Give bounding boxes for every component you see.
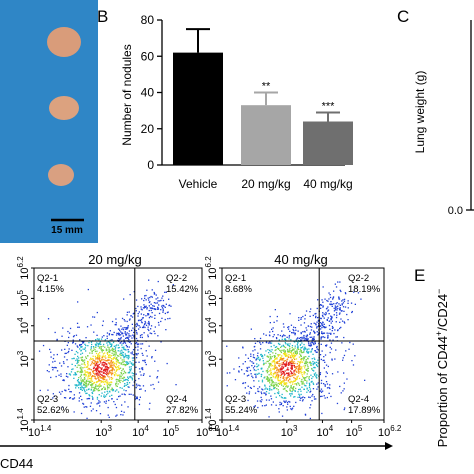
quadrant-percentage: 52.62% xyxy=(37,405,70,416)
flow-x-tick-label: 106.2 xyxy=(378,424,402,439)
quadrant-percentage: 15.42% xyxy=(166,284,199,295)
quadrant-name: Q2-1 xyxy=(37,273,58,284)
panel-b-y-tick-label: 60 xyxy=(141,49,155,63)
quadrant-percentage: 4.15% xyxy=(37,284,64,295)
flow-x-tick-label: 105 xyxy=(346,424,363,439)
flow-plot-20mgkg: 20 mg/kg Q2-14.15% Q2-215.42% Q2-352.62% Q2… xyxy=(16,252,220,439)
quadrant-name: Q2-3 xyxy=(37,394,58,405)
panel-b-category-label-2: 20 mg/kg xyxy=(241,177,290,191)
flow-x-tick-label: 101.4 xyxy=(216,424,240,439)
flow-dot-cloud xyxy=(226,281,366,420)
quadrant-name: Q2-2 xyxy=(348,273,369,284)
flow-x-tick-label: 104 xyxy=(132,424,149,439)
flow-y-tick-label: 105 xyxy=(16,290,31,307)
panel-e-partial: E Proportion of CD44+/CD24− xyxy=(414,266,450,447)
panel-c-tick-label-0: 0.0 xyxy=(448,205,463,217)
panel-b-y-tick-label: 40 xyxy=(141,86,155,100)
quadrant-name: Q2-3 xyxy=(225,394,246,405)
quadrant-percentage: 17.89% xyxy=(348,405,381,416)
flow-y-tick-label: 105 xyxy=(204,290,219,307)
panel-b-bar xyxy=(173,52,223,165)
flow-plot-frame xyxy=(33,267,203,421)
panel-c-partial: C Lung weight (g) 0.0 xyxy=(397,7,474,217)
flow-dot-cloud xyxy=(38,279,177,419)
panel-label-e: E xyxy=(414,266,425,285)
cd44-axis-label: CD44 xyxy=(0,456,33,471)
flow-y-tick-label: 106.2 xyxy=(204,256,219,280)
flow-y-tick-label: 104 xyxy=(16,317,31,334)
panel-b-y-tick-label: 20 xyxy=(141,122,155,136)
flow-x-tick-label: 103 xyxy=(281,424,298,439)
panel-e-ylabel: Proportion of CD44+/CD24− xyxy=(434,289,450,448)
flow-y-tick-label: 103 xyxy=(16,350,31,367)
panel-b-category-label-1: Vehicle xyxy=(179,177,218,191)
flow-x-tick-label: 104 xyxy=(316,424,333,439)
flow-20-title: 20 mg/kg xyxy=(88,252,141,267)
quadrant-name: Q2-4 xyxy=(166,394,187,405)
scale-bar-label: 15 mm xyxy=(51,225,83,236)
flow-y-tick-label: 106.2 xyxy=(16,256,31,280)
panel-b-bar xyxy=(303,121,353,165)
flow-y-tick-label: 104 xyxy=(204,317,219,334)
quadrant-percentage: 8.68% xyxy=(225,284,252,295)
quadrant-percentage: 55.24% xyxy=(225,405,258,416)
panel-label-c: C xyxy=(397,7,409,26)
cd44-axis-arrowhead xyxy=(385,442,393,450)
panel-b-significance-label: *** xyxy=(322,100,336,112)
flow-plot-40mgkg: 40 mg/kg Q2-18.68% Q2-218.19% Q2-355.24% Q2… xyxy=(204,252,402,439)
flow-plot-frame xyxy=(221,267,385,421)
panel-b-y-tick-label: 0 xyxy=(147,158,154,172)
lung-sample-40 xyxy=(48,164,74,186)
panel-b-category-label-3: 40 mg/kg xyxy=(303,177,352,191)
panel-b-significance-label: ** xyxy=(262,81,271,93)
quadrant-name: Q2-4 xyxy=(348,394,369,405)
lung-photo-panel: 15 mm xyxy=(0,0,98,243)
flow-x-tick-label: 105 xyxy=(162,424,179,439)
flow-y-tick-label: 103 xyxy=(204,350,219,367)
quadrant-percentage: 27.82% xyxy=(166,405,199,416)
flow-x-tick-label: 101.4 xyxy=(28,424,52,439)
flow-40-title: 40 mg/kg xyxy=(274,252,327,267)
flow-y-tick-label: 101.4 xyxy=(16,408,31,432)
quadrant-percentage: 18.19% xyxy=(348,284,381,295)
flow-y-tick-label: 101.4 xyxy=(204,408,219,432)
lung-sample-vehicle xyxy=(47,27,81,57)
panel-b-ylabel: Number of nodules xyxy=(120,44,134,145)
panel-c-ylabel: Lung weight (g) xyxy=(413,71,427,154)
panel-b-bar xyxy=(241,105,291,165)
flow-x-tick-label: 103 xyxy=(95,424,112,439)
quadrant-name: Q2-2 xyxy=(166,273,187,284)
panel-label-b: B xyxy=(97,7,108,26)
lung-sample-20 xyxy=(49,96,79,120)
quadrant-name: Q2-1 xyxy=(225,273,246,284)
panel-b-y-tick-label: 80 xyxy=(141,13,155,27)
